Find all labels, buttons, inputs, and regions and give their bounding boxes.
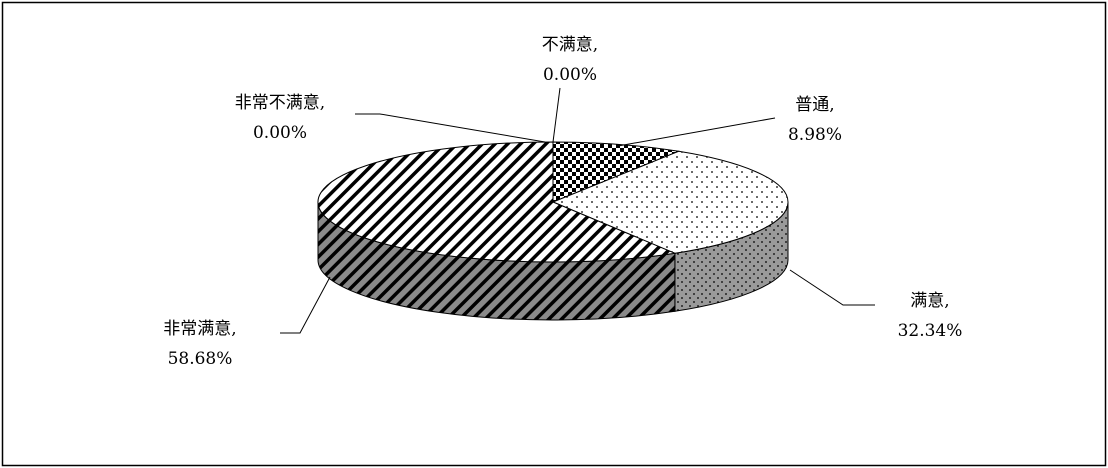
slice-name-label-3: 非常满意, [163, 319, 236, 339]
leader-lines [280, 87, 875, 334]
leader-line-3 [280, 276, 331, 334]
slice-name-label-2: 满意, [910, 291, 949, 311]
pie-top-slices [317, 141, 789, 263]
pie-slice-3 [317, 141, 677, 263]
slice-value-label-1: 8.98% [788, 125, 842, 145]
leader-line-1 [617, 117, 776, 147]
pie-slice-2 [551, 150, 789, 254]
slice-value-label-3: 58.68% [168, 349, 233, 369]
leader-line-4 [355, 113, 546, 143]
slice-value-label-4: 0.00% [253, 123, 307, 143]
slice-name-label-1: 普通, [795, 95, 834, 115]
pie-slice-1 [552, 141, 681, 203]
data-labels: 不满意, 0.00% 普通, 8.98% 满意, 32.34% 非常满意, 58.68% 非常不… [163, 35, 962, 369]
slice-name-label-4: 非常不满意, [235, 93, 325, 113]
slice-value-label-2: 32.34% [898, 321, 963, 341]
leader-line-0 [552, 87, 561, 143]
slice-name-label-0: 不满意, [542, 35, 598, 55]
slice-value-label-0: 0.00% [543, 65, 597, 85]
leader-line-2 [789, 269, 875, 306]
